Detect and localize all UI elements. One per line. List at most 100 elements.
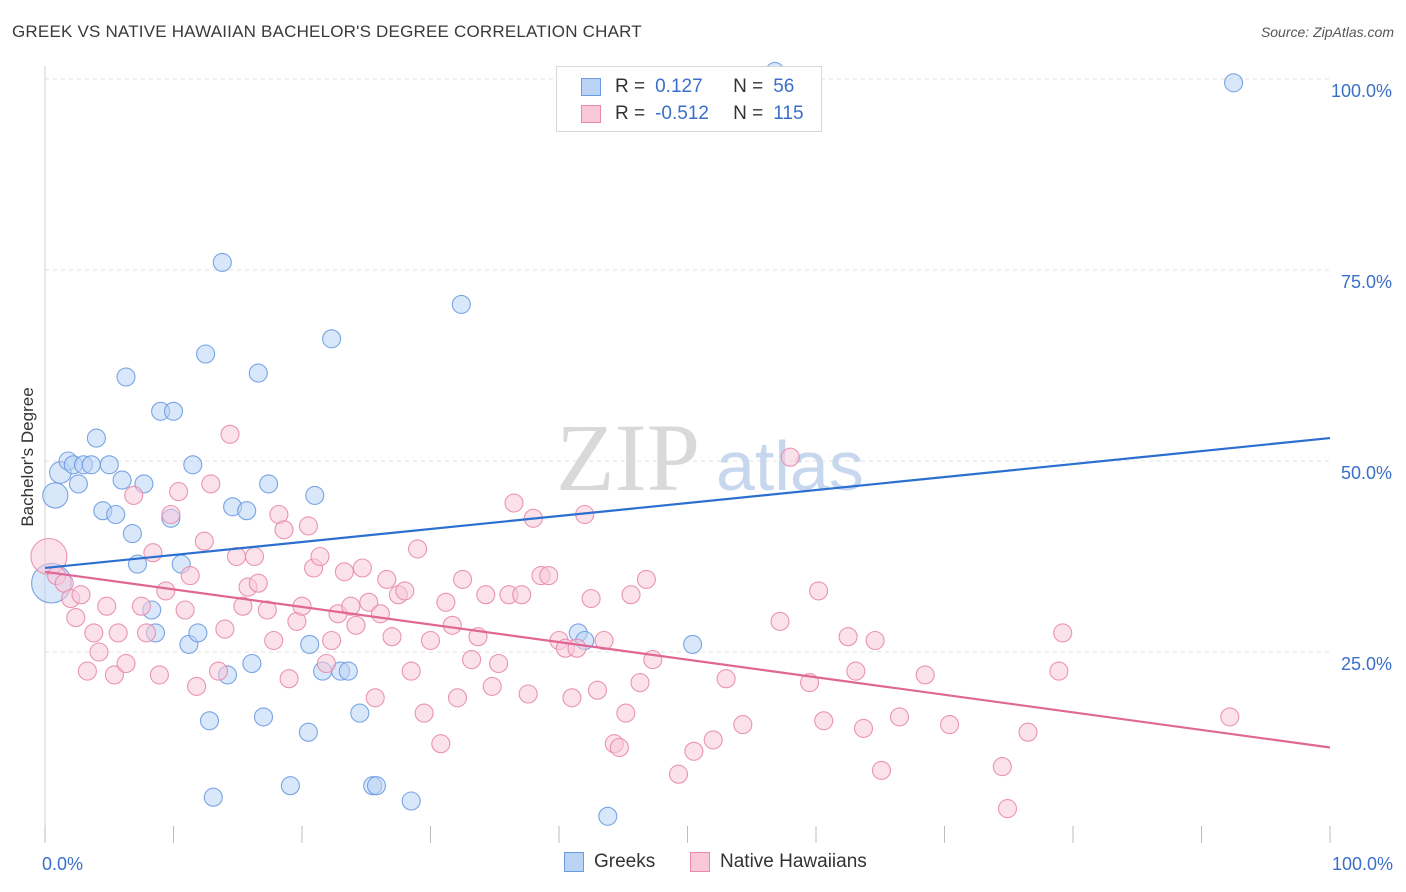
native-hawaiians-point-33 bbox=[248, 573, 268, 593]
native-hawaiians-point-4 bbox=[66, 608, 86, 628]
native-hawaiians-point-57 bbox=[395, 581, 415, 601]
greeks-point-13 bbox=[122, 524, 142, 544]
native-hawaiians-point-71 bbox=[489, 653, 509, 674]
native-hawaiians-point-6 bbox=[77, 661, 97, 681]
native-hawaiians-point-94 bbox=[668, 764, 689, 784]
y-tick-label-0: 25.0% bbox=[1341, 654, 1392, 674]
native-hawaiians-point-82 bbox=[567, 638, 587, 658]
greeks-r-value: 0.127 bbox=[655, 76, 703, 97]
native-hawaiians-point-63 bbox=[436, 592, 456, 612]
native-hawaiians-point-52 bbox=[365, 688, 385, 708]
native-hawaiians-point-97 bbox=[716, 669, 736, 689]
native-hawaiians-point-55 bbox=[382, 627, 402, 647]
greeks-point-1 bbox=[42, 482, 69, 509]
greeks-point-38 bbox=[298, 722, 318, 742]
native-hawaiians-point-104 bbox=[838, 627, 858, 647]
greeks-point-35 bbox=[253, 707, 274, 727]
native-hawaiians-point-60 bbox=[414, 703, 434, 723]
native-hawaiians-point-70 bbox=[482, 676, 502, 696]
greeks-point-27 bbox=[199, 711, 220, 731]
greeks-point-49 bbox=[451, 294, 471, 314]
greeks-point-48 bbox=[401, 791, 421, 811]
native-hawaiians-point-10 bbox=[104, 665, 124, 685]
native-hawaiians-point-44 bbox=[316, 653, 336, 674]
native-hawaiians-point-7 bbox=[84, 623, 104, 643]
native-hawaiians-point-102 bbox=[809, 581, 829, 601]
native-hawaiians-point-26 bbox=[208, 661, 229, 681]
native-hawaiians-r-value: -0.512 bbox=[655, 103, 709, 124]
native-hawaiians-point-84 bbox=[581, 588, 601, 609]
r-label: R = bbox=[615, 76, 646, 97]
native-hawaiians-point-67 bbox=[462, 650, 482, 670]
native-hawaiians-point-16 bbox=[143, 543, 163, 563]
native-hawaiians-point-61 bbox=[420, 630, 441, 651]
greeks-legend-swatch bbox=[564, 852, 584, 872]
legend-row-native-hawaiians: R = -0.512 N = 115 bbox=[581, 102, 804, 126]
native-hawaiians-point-105 bbox=[846, 661, 866, 681]
greeks-point-36 bbox=[259, 474, 279, 494]
greeks-point-10 bbox=[99, 455, 119, 475]
native-hawaiians-point-38 bbox=[279, 669, 299, 689]
native-hawaiians-point-108 bbox=[871, 760, 892, 780]
native-hawaiians-point-15 bbox=[136, 623, 157, 643]
native-hawaiians-point-27 bbox=[215, 619, 235, 639]
native-hawaiians-point-19 bbox=[161, 504, 181, 525]
r-label: R = bbox=[615, 103, 646, 124]
x-tick-label-1: 100.0% bbox=[1332, 854, 1393, 874]
legend-item-greeks[interactable]: Greeks bbox=[564, 851, 655, 873]
native-hawaiians-point-58 bbox=[401, 661, 421, 681]
watermark-zip: ZIP bbox=[556, 404, 700, 511]
native-hawaiians-point-78 bbox=[539, 566, 559, 586]
greeks-point-44 bbox=[338, 661, 358, 681]
correlation-legend: R = 0.127 N = 56 R = -0.512 N = 115 bbox=[556, 66, 822, 132]
native-hawaiians-point-51 bbox=[359, 592, 379, 612]
greeks-point-21 bbox=[163, 401, 184, 421]
native-hawaiians-point-49 bbox=[346, 615, 366, 635]
native-hawaiians-point-23 bbox=[187, 676, 207, 696]
source-label: Source: ZipAtlas.com bbox=[1260, 24, 1394, 40]
native-hawaiians-point-107 bbox=[865, 630, 885, 651]
native-hawaiians-n-value: 115 bbox=[773, 103, 804, 124]
native-hawaiians-point-92 bbox=[636, 569, 656, 589]
greeks-point-40 bbox=[305, 485, 325, 505]
legend-row-greeks: R = 0.127 N = 56 bbox=[581, 75, 794, 99]
native-hawaiians-point-73 bbox=[504, 493, 524, 513]
greeks-point-28 bbox=[203, 787, 223, 807]
native-hawaiians-point-24 bbox=[194, 531, 214, 551]
grid-lines bbox=[45, 78, 1330, 653]
native-hawaiians-point-9 bbox=[97, 596, 117, 616]
native-hawaiians-point-53 bbox=[370, 604, 390, 624]
native-hawaiians-point-113 bbox=[997, 799, 1018, 819]
native-hawaiians-point-69 bbox=[476, 585, 496, 605]
native-hawaiians-point-17 bbox=[149, 665, 169, 685]
y-tick-label-2: 75.0% bbox=[1341, 272, 1392, 292]
greeks-point-5 bbox=[68, 474, 88, 494]
greeks-point-55 bbox=[1224, 73, 1244, 93]
native-hawaiians-point-115 bbox=[1049, 661, 1069, 681]
legend-item-native-hawaiians[interactable]: Native Hawaiians bbox=[690, 851, 867, 873]
greeks-point-34 bbox=[248, 363, 268, 383]
native-hawaiians-point-25 bbox=[201, 474, 221, 494]
greeks-point-11 bbox=[106, 504, 126, 525]
native-hawaiians-point-86 bbox=[594, 630, 614, 651]
native-hawaiians-point-90 bbox=[621, 585, 641, 605]
native-hawaiians-point-48 bbox=[341, 596, 361, 616]
greeks-point-33 bbox=[242, 653, 262, 674]
native-hawaiians-point-101 bbox=[800, 673, 820, 693]
native-hawaiians-point-95 bbox=[684, 741, 704, 761]
native-hawaiians-point-99 bbox=[770, 611, 790, 631]
greeks-point-8 bbox=[86, 428, 106, 448]
greeks-point-37 bbox=[280, 776, 300, 796]
native-hawaiians-point-32 bbox=[244, 546, 265, 567]
greeks-swatch bbox=[581, 78, 601, 96]
native-hawaiians-point-81 bbox=[562, 688, 582, 708]
greeks-point-45 bbox=[350, 703, 370, 723]
native-hawaiians-point-28 bbox=[220, 424, 240, 444]
native-hawaiians-point-37 bbox=[274, 520, 294, 540]
greeks-point-18 bbox=[116, 367, 136, 387]
y-tick-label-3: 100.0% bbox=[1331, 81, 1392, 101]
native-hawaiians-point-100 bbox=[780, 447, 800, 467]
native-hawaiians-point-89 bbox=[616, 703, 636, 723]
tick-labels: 25.0% 50.0% 75.0% 100.0% 0.0% 100.0% bbox=[42, 81, 1393, 874]
native-hawaiians-point-30 bbox=[233, 596, 253, 616]
